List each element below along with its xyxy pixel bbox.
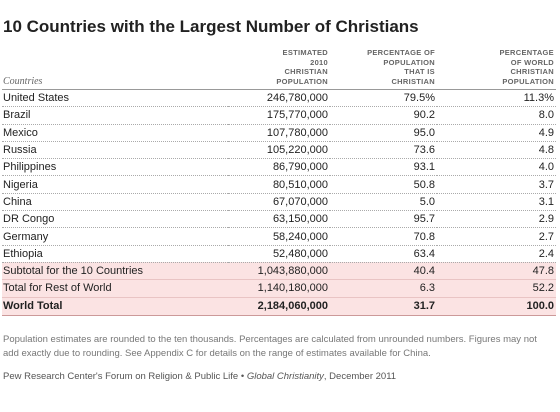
row-label: DR Congo <box>2 210 228 229</box>
source-text: Pew Research Center's Forum on Religion … <box>3 371 247 382</box>
row-label: Subtotal for the 10 Countries <box>2 262 228 281</box>
title: 10 Countries with the Largest Number of … <box>3 17 419 36</box>
cell: 175,770,000 <box>228 106 330 125</box>
row-label: Brazil <box>2 106 228 125</box>
header-line: ESTIMATED <box>282 48 328 57</box>
source-date: , December 2011 <box>323 371 397 382</box>
cell: 52,480,000 <box>228 245 330 263</box>
cell: 90.2 <box>330 106 437 125</box>
row-label: Nigeria <box>2 175 228 194</box>
country-row: Brazil 175,770,000 90.2 8.0 <box>2 106 556 125</box>
cell: 4.0 <box>437 158 556 177</box>
header-line: THAT IS <box>404 67 435 76</box>
cell: 2,184,060,000 <box>228 296 330 316</box>
country-row: United States 246,780,000 79.5% 11.3% <box>2 89 556 108</box>
source: Pew Research Center's Forum on Religion … <box>3 371 396 382</box>
header-line: OF WORLD <box>510 57 554 67</box>
cell: 95.7 <box>330 210 437 229</box>
subtotal-row: Subtotal for the 10 Countries 1,043,880,0… <box>2 262 556 281</box>
country-row: Philippines 86,790,000 93.1 4.0 <box>2 158 556 177</box>
header-line: CHRISTIAN <box>284 67 328 76</box>
country-row: Germany 58,240,000 70.8 2.7 <box>2 227 556 246</box>
header-line: PERCENTAGE OF <box>367 48 435 57</box>
cell: 31.7 <box>330 296 437 316</box>
cell: 1,043,880,000 <box>228 262 330 281</box>
header-line: POPULATION <box>383 57 435 67</box>
cell: 80,510,000 <box>228 175 330 194</box>
header-line: POPULATION <box>276 76 328 86</box>
cell: 4.9 <box>437 124 556 142</box>
cell: 67,070,000 <box>228 193 330 212</box>
column-header: PERCENTAGE OF POPULATION THAT IS CHRISTIAN <box>330 48 437 90</box>
cell: 2.7 <box>437 227 556 246</box>
cell: 6.3 <box>330 279 437 298</box>
cell: 58,240,000 <box>228 227 330 246</box>
table-body: United States 246,780,000 79.5% 11.3% Brazil… <box>2 89 556 316</box>
cell: 100.0 <box>437 296 556 316</box>
cell: 63,150,000 <box>228 210 330 229</box>
header-line: CHRISTIAN <box>391 76 435 86</box>
country-row: Ethiopia 52,480,000 63.4 2.4 <box>2 245 556 263</box>
cell: 3.1 <box>437 193 556 212</box>
row-label: Total for Rest of World <box>2 279 228 298</box>
cell: 2.9 <box>437 210 556 229</box>
cell: 246,780,000 <box>228 89 330 108</box>
header-line: Countries <box>3 75 43 87</box>
country-row: China 67,070,000 5.0 3.1 <box>2 193 556 212</box>
cell: 4.8 <box>437 141 556 160</box>
country-row: Nigeria 80,510,000 50.8 3.7 <box>2 175 556 194</box>
cell: 105,220,000 <box>228 141 330 160</box>
cell: 2.4 <box>437 245 556 263</box>
header-row: Countries ESTIMATED 2010 CHRISTIAN POPULATIO… <box>2 48 556 90</box>
header-line: 2010 <box>310 57 328 67</box>
row-label: China <box>2 193 228 212</box>
cell: 70.8 <box>330 227 437 246</box>
header-line: CHRISTIAN <box>510 67 554 76</box>
subtotal-row: Total for Rest of World 1,140,180,000 6.3 5… <box>2 279 556 298</box>
country-row: Mexico 107,780,000 95.0 4.9 <box>2 124 556 142</box>
cell: 52.2 <box>437 279 556 298</box>
cell: 3.7 <box>437 175 556 194</box>
data-table: Countries ESTIMATED 2010 CHRISTIAN POPULATIO… <box>2 48 556 316</box>
cell: 86,790,000 <box>228 158 330 177</box>
cell: 93.1 <box>330 158 437 177</box>
source-title: Global Christianity <box>246 371 324 382</box>
cell: 107,780,000 <box>228 124 330 142</box>
column-header: Countries <box>2 48 228 90</box>
row-label: Philippines <box>2 158 228 177</box>
row-label: United States <box>2 89 228 108</box>
row-label: Russia <box>2 141 228 160</box>
total-row: World Total 2,184,060,000 31.7 100.0 <box>2 296 556 316</box>
cell: 63.4 <box>330 245 437 263</box>
header-line: POPULATION <box>502 76 554 86</box>
cell: 5.0 <box>330 193 437 212</box>
cell: 95.0 <box>330 124 437 142</box>
country-row: DR Congo 63,150,000 95.7 2.9 <box>2 210 556 229</box>
cell: 79.5% <box>330 89 437 108</box>
row-label: Germany <box>2 227 228 246</box>
cell: 8.0 <box>437 106 556 125</box>
footnote: Population estimates are rounded to the … <box>3 334 537 359</box>
cell: 40.4 <box>330 262 437 281</box>
cell: 47.8 <box>437 262 556 281</box>
cell: 73.6 <box>330 141 437 160</box>
cell: 50.8 <box>330 175 437 194</box>
row-label: Ethiopia <box>2 245 228 263</box>
column-header: PERCENTAGE OF WORLD CHRISTIAN POPULATION <box>437 48 556 90</box>
column-header: ESTIMATED 2010 CHRISTIAN POPULATION <box>228 48 330 90</box>
row-label: Mexico <box>2 124 228 142</box>
header-line: PERCENTAGE <box>499 48 554 57</box>
cell: 1,140,180,000 <box>228 279 330 298</box>
row-label: World Total <box>2 296 228 316</box>
country-row: Russia 105,220,000 73.6 4.8 <box>2 141 556 160</box>
cell: 11.3% <box>437 89 556 108</box>
